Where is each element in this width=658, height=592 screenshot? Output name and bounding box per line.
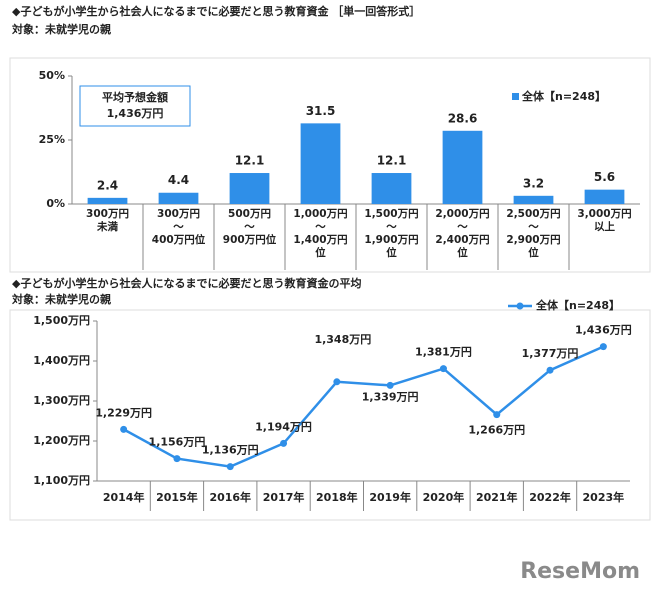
y-tick-label: 1,500万円	[33, 314, 90, 327]
x-tick-label: 2021年	[476, 490, 518, 504]
y-tick-label: 50%	[39, 69, 65, 82]
marker	[439, 365, 447, 373]
bar	[513, 195, 554, 204]
legend-label: 全体【n=248】	[535, 298, 620, 312]
bar	[300, 123, 341, 204]
data-label: 1,266万円	[468, 424, 525, 437]
y-tick-label: 0%	[46, 197, 65, 210]
bar	[584, 189, 625, 204]
x-tick-label: 2,000万円 ～ 2,400万円 位	[435, 208, 490, 259]
data-label: 1,377万円	[522, 347, 579, 360]
bar	[371, 173, 412, 204]
x-tick-label: 1,000万円 ～ 1,400万円 位	[293, 208, 348, 259]
frame	[9, 309, 651, 521]
annotation: 1,436万円	[107, 107, 164, 120]
x-tick-label: 2017年	[263, 490, 305, 504]
x-tick-label: 2020年	[423, 490, 465, 504]
chart-subtitle: 対象：未就学児の親	[11, 292, 111, 306]
marker	[386, 381, 394, 389]
data-label: 1,229万円	[95, 406, 152, 419]
x-tick-label: 3,000万円 以上	[577, 208, 632, 233]
marker	[493, 411, 501, 419]
x-tick-label: 300万円 ～ 400万円位	[151, 208, 206, 246]
x-tick-label: 2019年	[369, 490, 411, 504]
y-tick-label: 1,100万円	[33, 474, 90, 487]
bar	[442, 130, 483, 204]
bar	[87, 197, 128, 204]
legend-marker	[516, 302, 524, 310]
x-tick-label: 1,500万円 ～ 1,900万円 位	[364, 208, 419, 259]
marker	[599, 343, 607, 351]
data-label: 12.1	[235, 154, 265, 168]
data-label: 1,348万円	[314, 333, 371, 346]
bar	[229, 173, 270, 204]
marker	[120, 425, 128, 433]
marker	[173, 455, 181, 463]
frame	[9, 57, 651, 273]
data-label: 3.2	[523, 176, 544, 190]
annotation-box	[79, 85, 191, 127]
x-tick-label: 500万円 ～ 900万円位	[222, 208, 277, 246]
x-tick-label: 2016年	[209, 490, 251, 504]
x-tick-label: 2014年	[103, 490, 145, 504]
chart-subtitle: 対象：未就学児の親	[11, 22, 111, 36]
y-tick-label: 1,400万円	[33, 354, 90, 367]
y-tick-label: 25%	[39, 133, 65, 146]
x-tick-label: 2,500万円 ～ 2,900万円 位	[506, 208, 561, 259]
data-label: 28.6	[448, 111, 478, 125]
marker	[546, 366, 554, 374]
data-label: 1,156万円	[149, 436, 206, 449]
chart-title: ◆子どもが小学生から社会人になるまでに必要だと思う教育資金 ［単一回答形式］	[12, 4, 420, 18]
data-label: 1,194万円	[255, 420, 312, 433]
data-label: 1,339万円	[362, 390, 419, 403]
data-label: 2.4	[97, 178, 118, 192]
marker	[333, 378, 341, 386]
watermark: ReseMom	[520, 559, 640, 584]
annotation: 平均予想金額	[102, 90, 168, 104]
y-tick-label: 1,200万円	[33, 434, 90, 447]
y-tick-label: 1,300万円	[33, 394, 90, 407]
data-label: 1,136万円	[202, 444, 259, 457]
data-label: 1,381万円	[415, 346, 472, 359]
x-tick-label: 300万円 未満	[86, 208, 129, 233]
x-tick-label: 2022年	[529, 490, 571, 504]
x-tick-label: 2018年	[316, 490, 358, 504]
x-tick-label: 2023年	[583, 490, 625, 504]
line	[123, 345, 604, 468]
marker	[226, 463, 234, 471]
marker	[280, 439, 288, 447]
legend-swatch	[512, 93, 519, 100]
data-label: 4.4	[168, 173, 189, 187]
data-label: 31.5	[306, 104, 336, 118]
x-tick-label: 2015年	[156, 490, 198, 504]
data-label: 5.6	[594, 170, 615, 184]
bar	[158, 192, 199, 204]
data-label: 12.1	[377, 154, 407, 168]
data-label: 1,436万円	[575, 324, 632, 337]
legend-label: 全体【n=248】	[521, 89, 606, 103]
chart-title: ◆子どもが小学生から社会人になるまでに必要だと思う教育資金の平均	[12, 276, 361, 290]
